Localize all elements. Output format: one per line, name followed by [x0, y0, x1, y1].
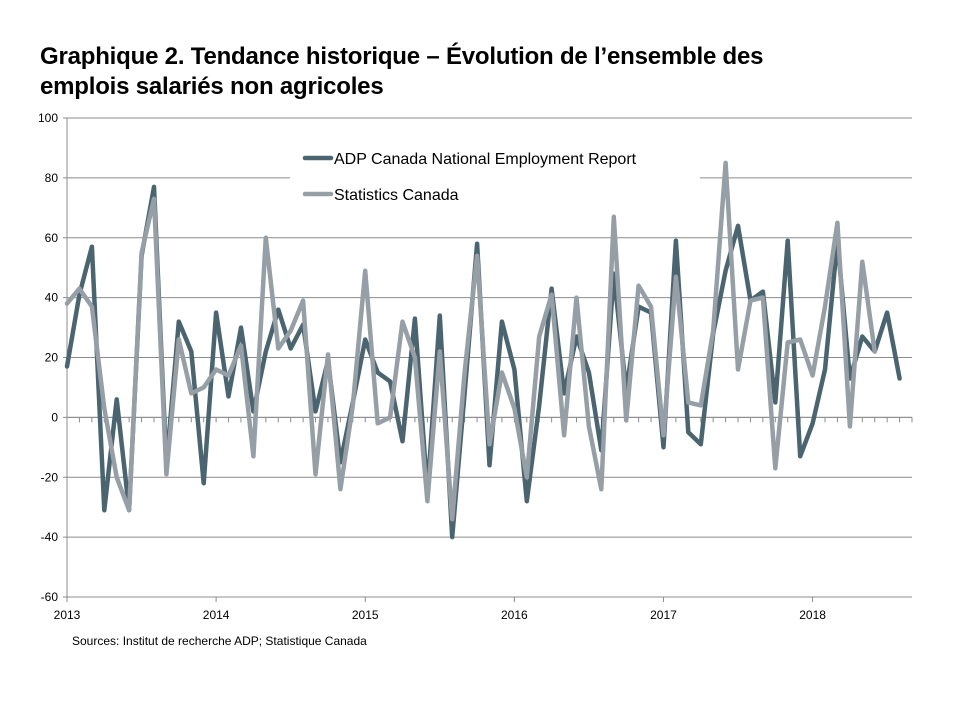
y-axis-ticks: -60 -40 -20 0 20 40 60 80 100 [38, 111, 67, 604]
y-tick-label: 80 [45, 171, 59, 185]
legend: ADP Canada National Employment Report Sta… [290, 136, 700, 212]
chart-title-line-2: emplois salariés non agricoles [40, 73, 384, 100]
legend-label: Statistics Canada [334, 187, 459, 204]
series-line-statcan [64, 160, 877, 522]
y-tick-label: 100 [38, 111, 58, 125]
chart-title: Graphique 2. Tendance historique – Évolu… [40, 42, 940, 102]
source-note: Sources: Institut de recherche ADP; Stat… [72, 634, 367, 648]
x-tick-label: 2016 [501, 608, 528, 622]
x-axis-ticks: 2013 2014 2015 2016 2017 2018 [54, 417, 913, 622]
y-tick-label: 0 [51, 410, 58, 424]
chart-title-line-1: Graphique 2. Tendance historique – Évolu… [40, 43, 764, 70]
y-tick-label: -60 [41, 590, 59, 604]
x-tick-label: 2015 [352, 608, 379, 622]
y-tick-label: 40 [45, 291, 59, 305]
y-tick-label: 20 [45, 351, 59, 365]
x-tick-label: 2018 [799, 608, 826, 622]
legend-box [290, 136, 700, 212]
y-tick-label: -20 [41, 470, 59, 484]
y-tick-label: 60 [45, 231, 59, 245]
x-tick-label: 2014 [203, 608, 230, 622]
x-tick-label: 2017 [650, 608, 677, 622]
y-tick-label: -40 [41, 530, 59, 544]
legend-label: ADP Canada National Employment Report [334, 151, 637, 168]
x-tick-label: 2013 [54, 608, 81, 622]
series-lines [64, 160, 902, 540]
